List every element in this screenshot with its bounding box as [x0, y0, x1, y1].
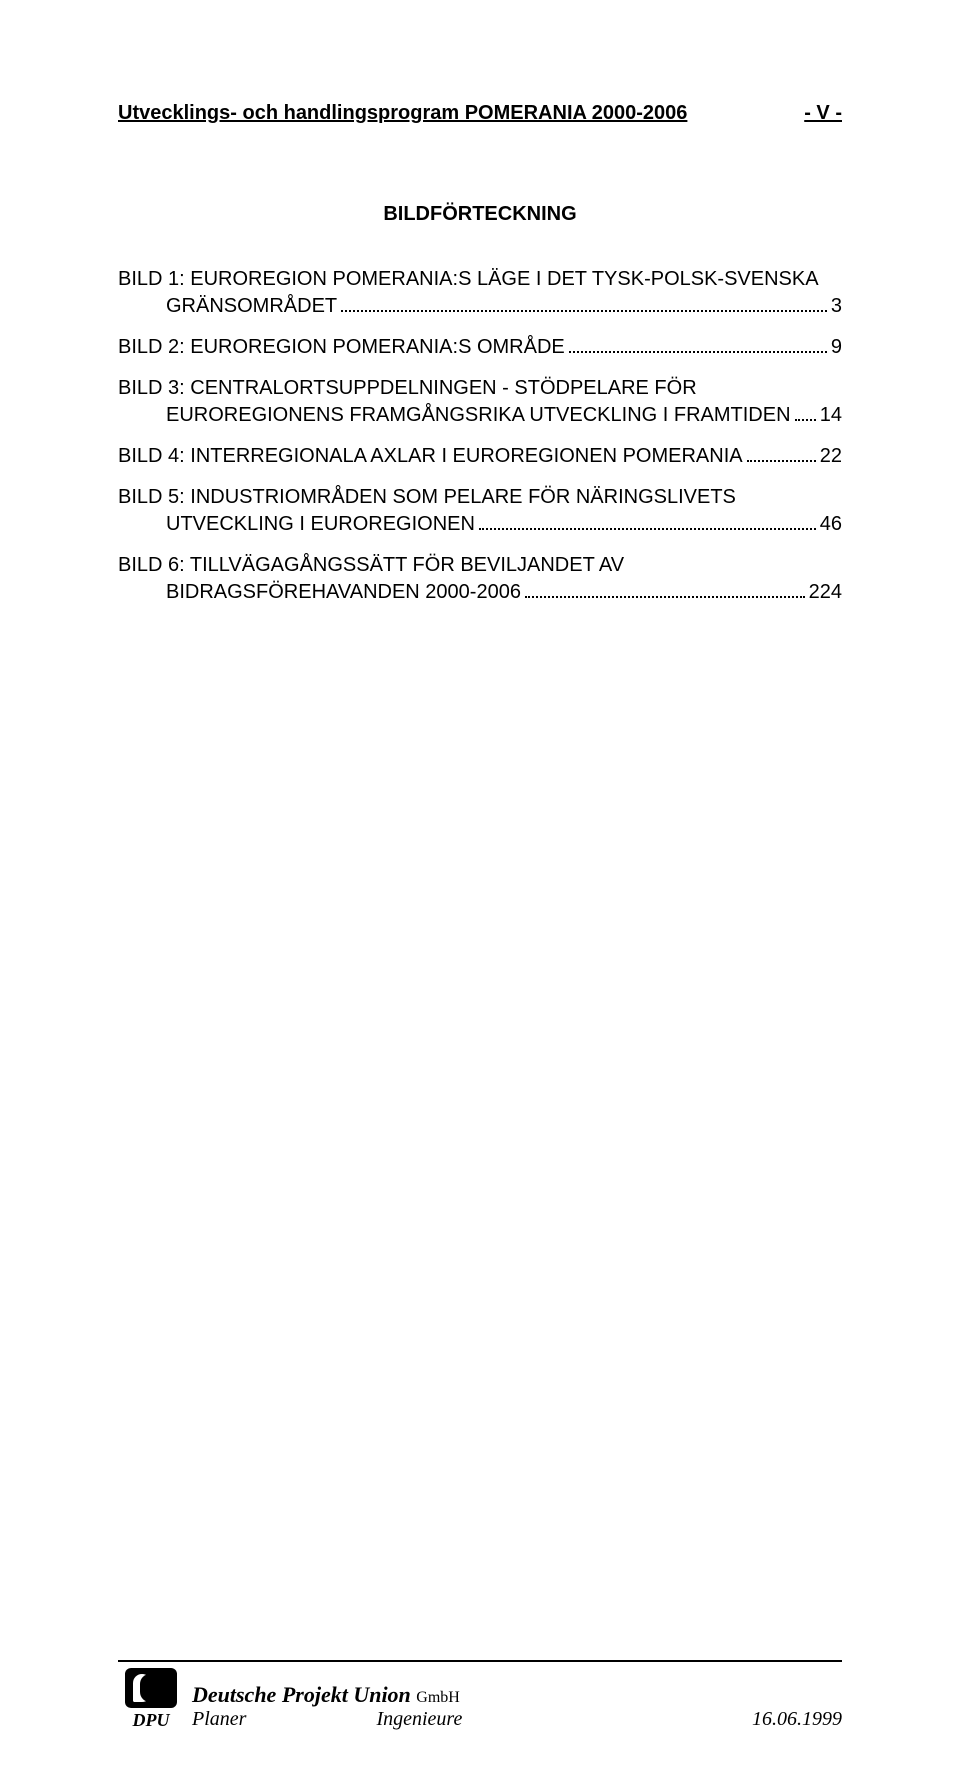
toc-text: UTVECKLING I EUROREGIONEN	[118, 511, 475, 538]
toc-page-number: 9	[831, 334, 842, 361]
toc-text: EUROREGIONENS FRAMGÅNGSRIKA UTVECKLING I…	[118, 402, 791, 429]
toc-entry: BILD 5: INDUSTRIOMRÅDEN SOM PELARE FÖR N…	[118, 484, 842, 538]
toc-text: BILD 5: INDUSTRIOMRÅDEN SOM PELARE FÖR N…	[118, 484, 736, 511]
header-title: Utvecklings- och handlingsprogram POMERA…	[118, 102, 687, 125]
dpu-logo-icon	[125, 1668, 177, 1708]
toc-entry: BILD 1: EUROREGION POMERANIA:S LÄGE I DE…	[118, 266, 842, 320]
toc-entry: BILD 3: CENTRALORTSUPPDELNINGEN - STÖDPE…	[118, 375, 842, 429]
header-page-marker: - V -	[804, 102, 842, 125]
toc-page-number: 22	[820, 443, 842, 470]
logo-label: DPU	[133, 1710, 170, 1731]
section-title: BILDFÖRTECKNING	[118, 203, 842, 226]
page-footer: DPU Deutsche Projekt Union GmbH Planer I…	[118, 1660, 842, 1731]
company-name-suffix: GmbH	[416, 1689, 460, 1706]
running-header: Utvecklings- och handlingsprogram POMERA…	[118, 102, 842, 125]
toc-page-number: 14	[820, 402, 842, 429]
footer-rule	[118, 1660, 842, 1662]
toc-leader-dots	[795, 403, 816, 421]
footer-logo: DPU	[118, 1668, 184, 1731]
toc-page-number: 3	[831, 293, 842, 320]
toc-entry: BILD 4: INTERREGIONALA AXLAR I EUROREGIO…	[118, 443, 842, 470]
toc-text: BILD 3: CENTRALORTSUPPDELNINGEN - STÖDPE…	[118, 375, 697, 402]
toc-leader-dots	[747, 444, 816, 462]
toc-text: BILD 2: EUROREGION POMERANIA:S OMRÅDE	[118, 334, 565, 361]
toc-entry: BILD 2: EUROREGION POMERANIA:S OMRÅDE 9	[118, 334, 842, 361]
toc-text: BILD 6: TILLVÄGAGÅNGSSÄTT FÖR BEVILJANDE…	[118, 552, 624, 579]
footer-role: Ingenieure	[376, 1708, 462, 1731]
toc-leader-dots	[525, 580, 805, 598]
toc-leader-dots	[479, 512, 816, 530]
toc-text: GRÄNSOMRÅDET	[118, 293, 337, 320]
toc-text: BILD 4: INTERREGIONALA AXLAR I EUROREGIO…	[118, 443, 743, 470]
table-of-contents: BILD 1: EUROREGION POMERANIA:S LÄGE I DE…	[118, 266, 842, 606]
footer-role: Planer	[192, 1708, 246, 1731]
toc-leader-dots	[569, 335, 827, 353]
toc-page-number: 46	[820, 511, 842, 538]
toc-leader-dots	[341, 294, 827, 312]
toc-page-number: 224	[809, 579, 842, 606]
footer-date: 16.06.1999	[752, 1708, 842, 1731]
toc-text: BILD 1: EUROREGION POMERANIA:S LÄGE I DE…	[118, 266, 819, 293]
company-name-main: Deutsche Projekt Union	[192, 1682, 411, 1707]
toc-text: BIDRAGSFÖREHAVANDEN 2000-2006	[118, 579, 521, 606]
toc-entry: BILD 6: TILLVÄGAGÅNGSSÄTT FÖR BEVILJANDE…	[118, 552, 842, 606]
company-name: Deutsche Projekt Union GmbH	[192, 1682, 842, 1708]
